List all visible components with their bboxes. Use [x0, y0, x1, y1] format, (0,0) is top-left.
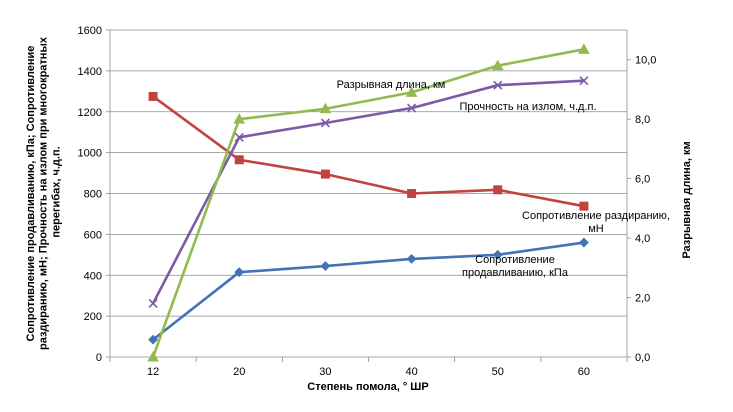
left-tick-label: 1600	[78, 25, 102, 37]
data-point	[407, 103, 417, 113]
series-label-line: Разрывная длина, км	[337, 79, 446, 91]
x-tick-label: 20	[233, 366, 245, 378]
data-point	[147, 350, 159, 362]
x-tick-label: 12	[147, 366, 159, 378]
data-point	[320, 169, 330, 179]
series-line-izlom	[151, 79, 584, 305]
data-point	[579, 76, 589, 86]
data-point	[234, 155, 244, 165]
series-label-izlom: Прочность на излом, ч.д.п.	[459, 101, 596, 113]
series-label-line: Сопротивление раздиранию,	[522, 210, 670, 222]
y-axis-title-left-line-3: перегибах, ч.д.п.	[50, 146, 62, 237]
data-point	[320, 118, 330, 128]
series-label-razryv: Разрывная длина, км	[337, 79, 446, 91]
right-tick-label: 0,0	[635, 352, 650, 364]
left-tick-label: 1400	[78, 66, 102, 78]
data-point	[493, 80, 503, 90]
left-tick-label: 1000	[78, 148, 102, 160]
right-tick-label: 6,0	[635, 174, 650, 186]
data-point-stroke	[579, 76, 589, 86]
series-line-prodav	[152, 241, 585, 341]
series-label-line: Сопротивление	[475, 254, 555, 266]
data-point	[234, 267, 245, 278]
x-tick-label: 40	[405, 366, 417, 378]
right-tick-label: 4,0	[635, 233, 650, 245]
data-point	[405, 86, 418, 97]
axes	[106, 29, 631, 362]
y-axis-title-left: Сопротивление продавливанию, кПа; Сопрот…	[25, 34, 62, 350]
data-point-stroke	[320, 118, 330, 128]
series-line-razryv	[151, 48, 585, 358]
x-axis-ticks: 12 20 30 40 50 60	[147, 366, 590, 378]
data-point	[492, 249, 503, 260]
series-label-line: мН	[588, 223, 604, 235]
series-label-razdir: Сопротивление раздиранию, мН	[522, 210, 670, 235]
x-axis-title: Степень помола, ° ШР	[307, 381, 428, 393]
left-tick-label: 600	[84, 229, 102, 241]
data-point	[148, 298, 158, 309]
data-point	[493, 185, 503, 195]
left-tick-label: 200	[84, 311, 102, 323]
series-lines	[151, 48, 585, 358]
left-tick-label: 0	[96, 352, 102, 364]
left-axis-ticks: 0 200 400 600 800 1000 1200 1400 1600	[78, 25, 102, 364]
data-point	[407, 189, 417, 198]
y-axis-title-left-line-2: раздиранию, мН; Прочность на излом при м…	[38, 36, 50, 350]
x-tick-label: 60	[578, 366, 590, 378]
series-line-razdir	[152, 95, 585, 208]
data-point	[233, 113, 246, 124]
data-point	[148, 334, 158, 345]
right-tick-label: 8,0	[635, 114, 650, 126]
data-point-stroke	[148, 298, 158, 309]
data-point-stroke	[407, 103, 417, 113]
series-markers	[147, 43, 590, 362]
right-tick-label: 2,0	[635, 293, 650, 305]
data-point-stroke	[493, 80, 503, 90]
right-axis-ticks: 0,0 2,0 4,0 6,0 8,0 10,0	[635, 55, 656, 364]
data-point	[406, 253, 417, 264]
series-label-line: Прочность на излом, ч.д.п.	[459, 101, 596, 113]
y-axis-title-left-line-1: Сопротивление продавливанию, кПа; Сопрот…	[25, 46, 37, 342]
data-point-stroke	[234, 132, 244, 142]
x-tick-label: 30	[319, 366, 331, 378]
data-point	[579, 201, 589, 211]
data-point	[578, 43, 590, 54]
data-point	[579, 237, 589, 248]
left-tick-label: 400	[84, 270, 102, 282]
series-annotations: Сопротивление продавливанию, кПаСопротивл…	[337, 79, 670, 279]
x-tick-label: 50	[492, 366, 504, 378]
series-label-line: продавливанию, кПа	[462, 267, 569, 279]
y-axis-title-right: Разрывная длина, км	[681, 141, 693, 258]
right-tick-label: 10,0	[635, 55, 656, 67]
series-label-prodav: Сопротивление продавливанию, кПа	[462, 254, 569, 279]
left-tick-label: 800	[84, 189, 102, 201]
data-point	[319, 102, 332, 114]
data-point	[491, 59, 504, 71]
data-point	[320, 261, 331, 271]
left-tick-label: 1200	[78, 107, 102, 119]
data-point	[234, 132, 244, 142]
data-point	[148, 91, 158, 101]
